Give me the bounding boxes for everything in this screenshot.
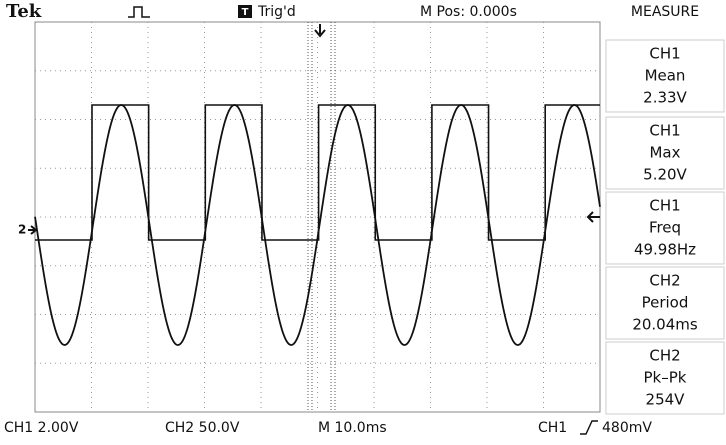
measure-box: [605, 39, 725, 113]
measure-value: 2.33V: [643, 89, 687, 107]
measure-source: CH1: [649, 197, 680, 215]
measure-name: Max: [649, 144, 680, 162]
measure-name: Pk–Pk: [644, 369, 687, 387]
measure-source: CH2: [649, 272, 680, 290]
trigger-status: Trig'd: [257, 4, 296, 20]
measure-value: 20.04ms: [632, 316, 698, 334]
trigger-level-marker: [586, 211, 600, 223]
measure-source: CH1: [649, 45, 680, 63]
channel-marker-arrow: [28, 225, 38, 235]
trigger-slope-icon: [580, 420, 598, 435]
measure-box: [605, 116, 725, 190]
trigger-level: 480mV: [602, 420, 652, 436]
measure-box: [605, 266, 725, 340]
menu-title: MEASURE: [631, 4, 699, 20]
measure-box: [605, 341, 725, 415]
ch1-scale: CH1 2.00V: [4, 420, 79, 436]
ch2-scale: CH2 50.0V: [165, 420, 240, 436]
graticule: [35, 22, 600, 412]
horizontal-position: M Pos: 0.000s: [420, 4, 517, 20]
measure-value: 254V: [646, 391, 686, 409]
trigger-icon: [238, 5, 252, 18]
measure-source: CH1: [649, 122, 680, 140]
ch1-square-wave: [35, 104, 600, 241]
ch2-sine-wave: [34, 104, 601, 346]
measure-name: Freq: [649, 219, 681, 237]
trigger-icon-letter: T: [242, 7, 249, 18]
measure-value: 5.20V: [643, 166, 687, 184]
measure-panel: CH1 Mean 2.33V CH1 Max 5.20V CH1 Freq 49.98Hz CH2…: [605, 39, 725, 415]
measure-source: CH2: [649, 347, 680, 365]
acquire-icon: [128, 6, 150, 18]
waveforms: [34, 104, 601, 346]
brand: Tek: [6, 1, 42, 22]
measure-name: Period: [642, 294, 689, 312]
measure-box: [605, 191, 725, 265]
trigger-position-marker: [314, 24, 326, 38]
measure-value: 49.98Hz: [634, 241, 696, 259]
trigger-source: CH1: [538, 420, 567, 436]
timebase: M 10.0ms: [318, 420, 387, 436]
channel-marker: 2: [18, 223, 26, 237]
measure-name: Mean: [645, 67, 686, 85]
